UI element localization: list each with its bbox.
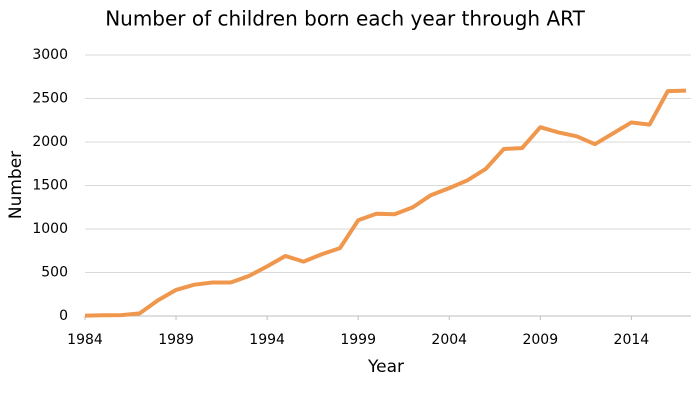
x-axis-title: Year bbox=[367, 357, 404, 377]
y-tick-label: 2500 bbox=[32, 91, 68, 107]
y-tick-label: 2000 bbox=[32, 134, 68, 150]
y-tick-label: 500 bbox=[41, 265, 68, 281]
x-tick-label: 1984 bbox=[67, 332, 103, 348]
x-tick-label: 2004 bbox=[431, 332, 467, 348]
y-axis-title: Number bbox=[6, 151, 26, 219]
x-tick-label: 1994 bbox=[249, 332, 285, 348]
chart-title: Number of children born each year throug… bbox=[105, 7, 585, 31]
y-tick-label: 3000 bbox=[32, 47, 68, 63]
y-tick-label: 1500 bbox=[32, 178, 68, 194]
x-tick-label: 2014 bbox=[614, 332, 650, 348]
y-tick-label: 0 bbox=[59, 308, 68, 324]
data-line bbox=[84, 88, 687, 318]
x-tick-label: 2009 bbox=[522, 332, 558, 348]
x-tick-label: 1999 bbox=[340, 332, 376, 348]
y-tick-label: 1000 bbox=[32, 221, 68, 237]
x-tick-label: 1989 bbox=[158, 332, 194, 348]
